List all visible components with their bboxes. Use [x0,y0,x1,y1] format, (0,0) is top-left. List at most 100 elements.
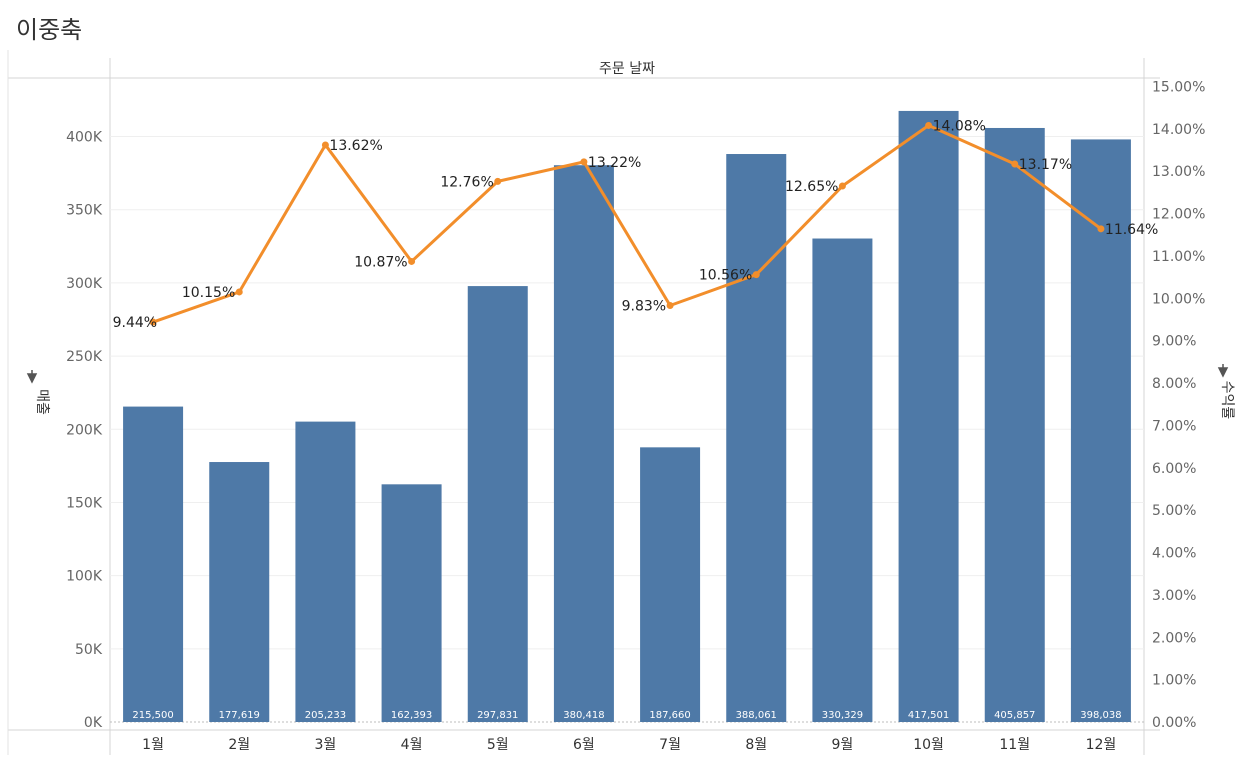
bar-value-labels: 215,500 177,619 205,233 162,393 297,831 380,4… [132,710,1121,721]
x-axis-tick-label: 6월 [573,737,595,753]
right-axis-tick-label: 9.00% [1152,334,1196,350]
right-axis-tick-label: 5.00% [1152,503,1196,519]
bar [1070,139,1131,722]
bar-value-label: 398,038 [1080,710,1121,721]
right-axis-tick-label: 6.00% [1152,461,1196,477]
line-point [321,141,329,149]
bar-value-label: 177,619 [219,710,260,721]
left-axis-title[interactable]: 매출 [26,370,50,415]
x-axis-tick-label: 5월 [487,737,509,753]
bar [726,154,787,723]
line-point [838,182,846,190]
chart-frame [7,50,1160,755]
right-axis-tick-label: 14.00% [1152,122,1205,138]
line-point [1097,225,1105,233]
bar-value-label: 297,831 [477,710,518,721]
sheet-title: 이중축 [16,16,83,44]
bar [381,484,442,722]
x-axis-tick-label: 7월 [659,737,681,753]
bar-value-label: 417,501 [908,710,949,721]
left-axis-tick-label: 100K [66,569,103,585]
left-axis-ticks: 0K 50K 100K 150K 200K 250K 300K 350K 400K [66,130,103,731]
x-axis-ticks: 1월 2월 3월 4월 5월 6월 7월 8월 9월 10월 11월 12월 [142,737,1116,753]
line-value-label: 10.87% [354,254,407,270]
bar-value-label: 388,061 [736,710,777,721]
right-axis-tick-label: 10.00% [1152,291,1205,307]
bar-value-label: 205,233 [305,710,346,721]
bar-value-label: 380,418 [563,710,604,721]
right-axis-tick-label: 3.00% [1152,588,1196,604]
left-axis-tick-label: 0K [84,715,103,731]
x-axis-tick-label: 10월 [913,737,944,753]
bar-value-label: 215,500 [132,710,173,721]
line-point [408,257,416,265]
line-value-label: 9.83% [622,299,666,315]
line-value-label: 13.22% [588,155,641,171]
line-value-label: 13.17% [1019,157,1072,173]
right-axis-tick-label: 13.00% [1152,164,1205,180]
line-point [752,271,760,279]
line-value-label: 13.62% [329,138,382,154]
bar [984,127,1045,722]
right-axis-tick-label: 15.00% [1152,79,1205,95]
right-axis-ticks: 0.00% 1.00% 2.00% 3.00% 4.00% 5.00% 6.00% 7.00%… [1152,79,1205,731]
left-axis-label: 매출 [34,389,50,415]
line-path [152,123,1102,324]
bar-value-label: 330,329 [822,710,863,721]
bar [295,421,356,722]
right-axis-tick-label: 2.00% [1152,630,1196,646]
right-axis-title[interactable]: 수익률 [1217,364,1235,420]
bar-value-label: 405,857 [994,710,1035,721]
bar-value-label: 187,660 [649,710,690,721]
left-axis-tick-label: 250K [66,349,103,365]
bar [123,406,184,722]
bar [812,238,873,722]
bar [467,286,528,722]
x-axis-tick-label: 1월 [142,737,164,753]
right-axis-tick-label: 8.00% [1152,376,1196,392]
x-axis-tick-label: 4월 [401,737,423,753]
left-axis-tick-label: 350K [66,203,103,219]
x-axis-tick-label: 9월 [832,737,854,753]
right-axis-tick-label: 11.00% [1152,249,1205,265]
line-value-labels: 9.44% 10.15% 13.62% 10.87% 12.76% 13.22% 9.83%… [113,118,1159,331]
line-value-label: 14.08% [933,118,986,134]
line-value-label: 10.56% [699,268,752,284]
x-axis-tick-label: 2월 [228,737,250,753]
line-point [235,288,243,296]
right-axis-tick-label: 1.00% [1152,673,1196,689]
line-value-label: 9.44% [113,315,157,331]
bar [640,447,701,722]
left-axis-tick-label: 50K [75,642,103,658]
right-axis-tick-label: 7.00% [1152,418,1196,434]
line-point [580,158,588,166]
right-axis-tick-label: 12.00% [1152,207,1205,223]
line-point [666,302,674,310]
line-value-label: 11.64% [1105,222,1158,238]
gridlines [110,136,1144,723]
bar [898,110,959,722]
left-axis-tick-label: 150K [66,495,103,511]
left-axis-tick-label: 300K [66,276,103,292]
pin-icon [1217,364,1229,378]
line-point [149,318,157,326]
pin-icon [26,370,38,384]
line-point [925,121,933,129]
right-axis-tick-label: 0.00% [1152,715,1196,731]
line-value-label: 12.76% [440,174,493,190]
x-axis-tick-label: 3월 [315,737,337,753]
bar-series [123,110,1131,723]
bar-value-label: 162,393 [391,710,432,721]
line-series [149,121,1105,326]
line-point [494,177,502,185]
x-axis-tick-label: 11월 [999,737,1030,753]
line-point [1011,160,1019,168]
x-axis-tick-label: 12월 [1086,737,1117,753]
left-axis-tick-label: 200K [66,422,103,438]
x-axis-tick-label: 8월 [745,737,767,753]
right-axis-label: 수익률 [1219,381,1235,420]
column-header: 주문 날짜 [599,61,655,77]
bar [209,462,270,722]
left-axis-tick-label: 400K [66,130,103,146]
